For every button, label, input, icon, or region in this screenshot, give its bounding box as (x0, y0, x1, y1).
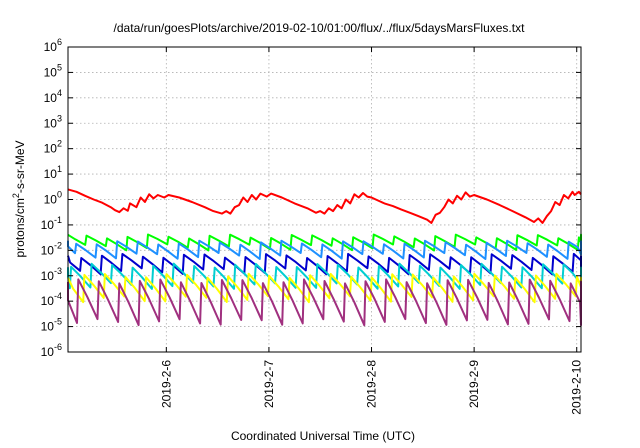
x-tick-label: 2019-2-9 (467, 360, 481, 408)
y-tick-label-exponent: -1 (54, 215, 62, 225)
y-tick-label-exponent: -5 (54, 317, 62, 327)
y-tick-label-base: 10 (41, 294, 55, 308)
y-tick-label-base: 10 (41, 243, 55, 257)
y-tick-label: 10-4 (41, 291, 62, 308)
y-tick-label-base: 10 (44, 40, 58, 54)
y-tick-label: 102 (44, 139, 62, 156)
y-tick-label-exponent: 3 (57, 113, 62, 123)
y-tick-label: 105 (44, 62, 62, 79)
y-tick-label: 10-6 (41, 342, 62, 359)
y-tick-label: 10-5 (41, 317, 62, 334)
y-axis: 10-610-510-410-310-210-11001011021031041… (41, 37, 581, 359)
x-tick-label: 2019-2-6 (159, 360, 173, 408)
y-axis-label-rest: -s-sr-MeV (13, 140, 27, 193)
y-tick-label: 100 (44, 190, 62, 207)
x-tick-label: 2019-2-10 (570, 360, 584, 415)
series-line-1 (67, 188, 582, 224)
series-line-2 (67, 233, 582, 252)
y-tick-label-base: 10 (41, 218, 55, 232)
y-tick-label-base: 10 (44, 167, 58, 181)
series-line-6 (67, 272, 582, 304)
y-tick-label: 10-2 (41, 240, 62, 257)
y-axis-label: protons/cm2-s-sr-MeV (11, 140, 27, 257)
y-tick-label-exponent: 6 (57, 37, 62, 47)
y-axis-label-superscript: 2 (11, 193, 21, 198)
x-axis-label: Coordinated Universal Time (UTC) (231, 429, 415, 443)
y-tick-label-exponent: 1 (57, 164, 62, 174)
y-tick-label-base: 10 (41, 320, 55, 334)
y-tick-label-exponent: -6 (54, 342, 62, 352)
y-tick-label-exponent: 0 (57, 190, 62, 200)
y-tick-label-base: 10 (41, 269, 55, 283)
series-line-7 (67, 278, 582, 327)
y-tick-label-exponent: -4 (54, 291, 62, 301)
y-tick-label-exponent: 4 (57, 88, 62, 98)
y-tick-label-exponent: 2 (57, 139, 62, 149)
y-tick-label-base: 10 (44, 91, 58, 105)
y-tick-label-base: 10 (41, 345, 55, 359)
y-axis-label-base: protons/cm (13, 198, 27, 257)
y-tick-label-base: 10 (44, 65, 58, 79)
y-tick-label: 104 (44, 88, 62, 105)
x-tick-label: 2019-2-8 (365, 360, 379, 408)
y-tick-label: 101 (44, 164, 62, 181)
y-tick-label: 103 (44, 113, 62, 130)
y-tick-label: 106 (44, 37, 62, 54)
y-tick-label-base: 10 (44, 142, 58, 156)
y-tick-label: 10-1 (41, 215, 62, 232)
y-tick-label-exponent: 5 (57, 62, 62, 72)
y-tick-label-base: 10 (44, 193, 58, 207)
series-line-3 (67, 239, 582, 260)
y-tick-label-exponent: -3 (54, 266, 62, 276)
y-tick-label-exponent: -2 (54, 240, 62, 250)
x-axis: 2019-2-6 2019-2-7 2019-2-8 2019-2-9 2019-2-1… (159, 47, 584, 415)
y-tick-label-base: 10 (44, 116, 58, 130)
series-layer (67, 188, 582, 327)
x-tick-label: 2019-2-7 (262, 360, 276, 408)
y-tick-label: 10-3 (41, 266, 62, 283)
chart-title: /data/run/goesPlots/archive/2019-02-10/0… (114, 21, 526, 35)
